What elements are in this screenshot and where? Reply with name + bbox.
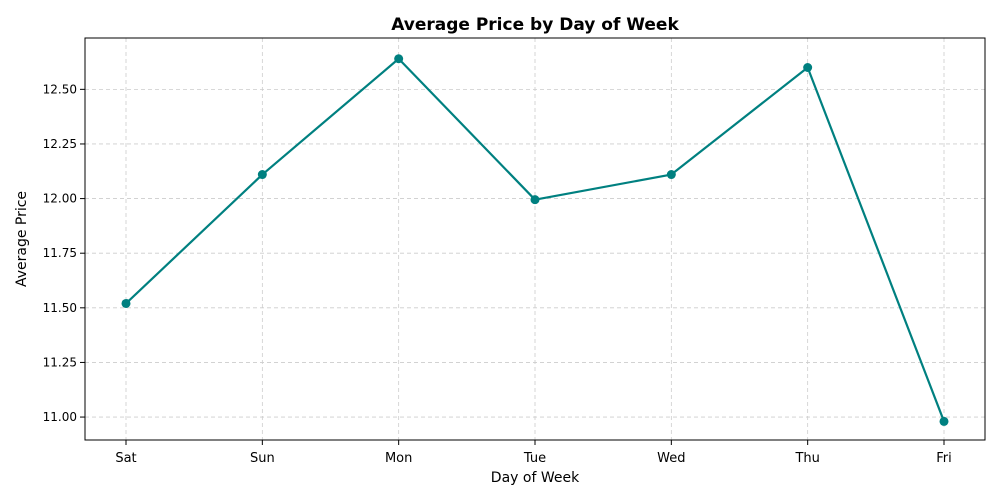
y-tick-label: 11.50: [43, 301, 77, 315]
y-tick-label: 11.25: [43, 355, 77, 369]
data-point-wed: [666, 170, 676, 180]
data-point-sat: [121, 298, 131, 308]
x-tick-label: Fri: [936, 451, 952, 466]
x-tick-label: Tue: [523, 451, 546, 466]
x-axis-ticks: Sat Sun Mon Tue Wed Thu Fri: [115, 440, 952, 466]
x-tick-label: Sat: [115, 451, 136, 466]
y-axis-ticks: 11.00 11.25 11.50 11.75 12.00 12.25 12.50: [43, 82, 85, 424]
data-point-fri: [939, 416, 949, 426]
y-axis-label: Average Price: [14, 191, 30, 287]
data-point-tue: [530, 195, 540, 205]
grid-lines: [85, 38, 985, 440]
data-points-layer: [121, 54, 949, 426]
chart-title: Average Price by Day of Week: [391, 15, 679, 35]
x-tick-label: Mon: [385, 451, 412, 466]
data-point-sun: [257, 170, 267, 180]
y-tick-label: 11.00: [43, 410, 77, 424]
y-tick-label: 12.00: [43, 192, 77, 206]
x-tick-label: Thu: [794, 451, 819, 466]
data-point-thu: [803, 62, 813, 72]
y-tick-label: 12.25: [43, 137, 77, 151]
x-axis-label: Day of Week: [491, 470, 580, 486]
y-tick-label: 11.75: [43, 246, 77, 260]
x-tick-label: Sun: [250, 451, 275, 466]
plot-frame: [84, 37, 986, 441]
data-point-mon: [394, 54, 404, 64]
y-tick-label: 12.50: [43, 82, 77, 96]
x-tick-label: Wed: [657, 451, 685, 466]
